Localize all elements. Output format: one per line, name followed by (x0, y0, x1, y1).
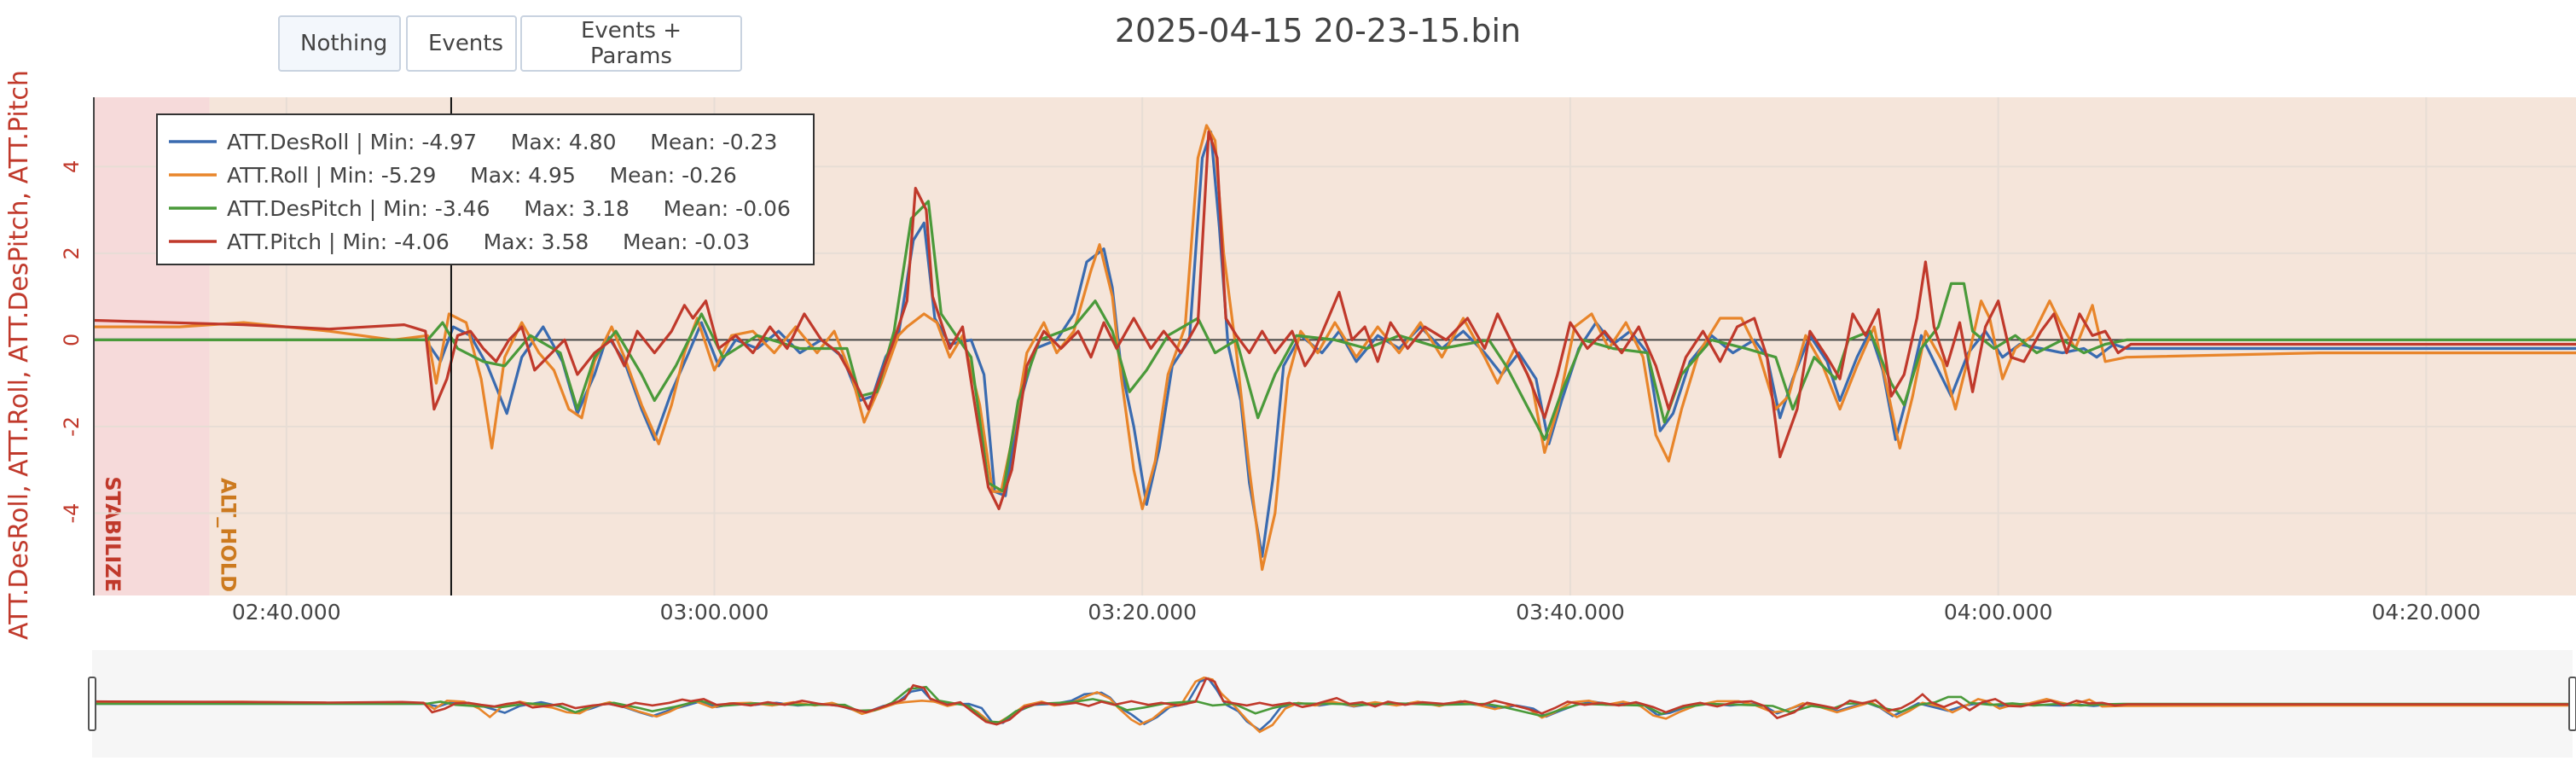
legend-box (156, 113, 815, 265)
legend-entry[interactable]: ATT.Roll | Min: -5.29 Max: 4.95 Mean: -0… (227, 163, 737, 188)
series-line-att-pitch (94, 131, 2576, 510)
nothing-button[interactable]: Nothing (278, 15, 401, 72)
range-slider-right-handle[interactable] (2568, 677, 2576, 731)
range-slider-line (94, 685, 2573, 724)
range-slider[interactable] (88, 650, 2576, 758)
range-slider-left-handle[interactable] (88, 677, 96, 731)
legend-entry[interactable]: ATT.DesPitch | Min: -3.46 Max: 3.18 Mean… (227, 196, 791, 221)
y-axis-title: ATT.DesRoll, ATT.Roll, ATT.DesPitch, ATT… (4, 70, 34, 640)
axes: -4 -2 0 2 4 02:40.000 03:00.000 03:20.000 03:40.… (4, 70, 2480, 640)
x-tick-label: 04:20.000 (2372, 600, 2481, 624)
y-tick-label: 2 (60, 247, 84, 259)
mode-label-alt_hold: ALT_HOLD (216, 478, 240, 592)
y-tick-label: -4 (60, 503, 84, 524)
mode-label-stabilize: STABILIZE (101, 476, 125, 592)
x-tick-label: 03:40.000 (1516, 600, 1625, 624)
x-tick-label: 03:20.000 (1088, 600, 1197, 624)
legend-entry[interactable]: ATT.DesRoll | Min: -4.97 Max: 4.80 Mean:… (227, 130, 777, 154)
y-tick-label: 4 (60, 160, 84, 173)
series-layer (94, 124, 2576, 572)
series-line-att-despitch (94, 200, 2576, 493)
y-tick-label: 0 (60, 334, 84, 346)
events-params-button[interactable]: Events + Params (520, 15, 742, 72)
legend-entry[interactable]: ATT.Pitch | Min: -4.06 Max: 3.58 Mean: -… (227, 229, 750, 254)
y-tick-label: -2 (60, 416, 84, 437)
x-tick-label: 02:40.000 (232, 600, 341, 624)
series-line-att-roll (94, 124, 2576, 572)
events-button[interactable]: Events (406, 15, 517, 72)
x-tick-label: 04:00.000 (1944, 600, 2053, 624)
range-slider-series (94, 676, 2573, 734)
legend[interactable]: ATT.DesRoll | Min: -4.97 Max: 4.80 Mean:… (156, 113, 815, 265)
x-tick-label: 03:00.000 (660, 600, 769, 624)
range-slider-line (94, 677, 2573, 726)
chart-title: 2025-04-15 20-23-15.bin (1114, 12, 1522, 49)
